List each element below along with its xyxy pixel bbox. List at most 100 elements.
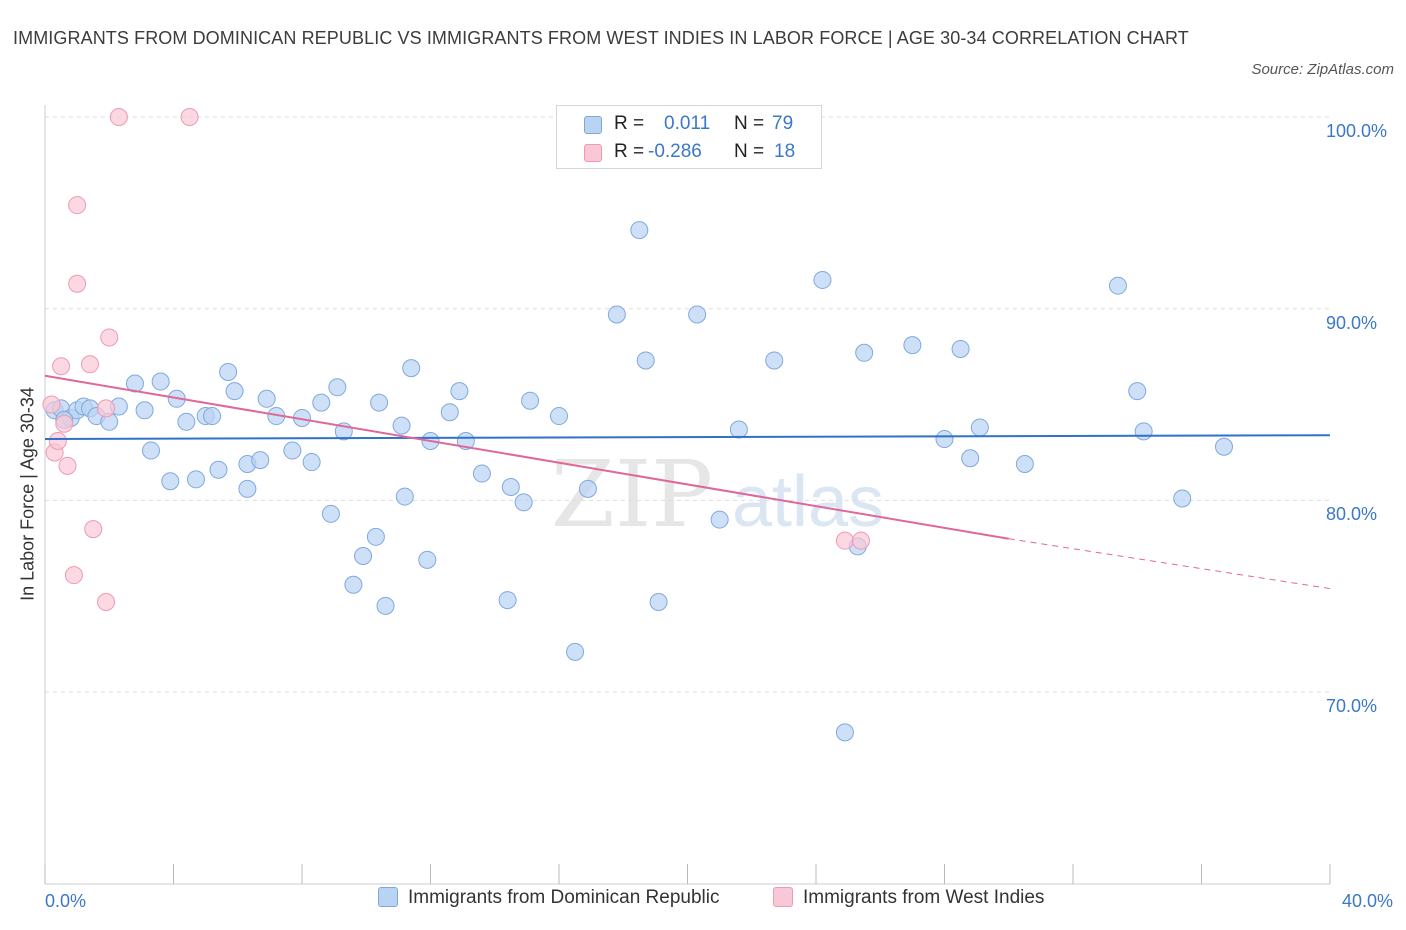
point-dominican (161, 472, 180, 491)
point-dominican (1015, 454, 1034, 473)
point-dominican (688, 305, 707, 324)
watermark: ZIP atlas (551, 441, 884, 548)
point-dominican (970, 418, 989, 437)
point-dominican (177, 412, 196, 431)
point-dominican (630, 221, 649, 240)
point-west-indies (68, 196, 87, 215)
y-tick-label: 70.0% (1326, 696, 1378, 717)
point-dominican (729, 420, 748, 439)
point-west-indies (64, 566, 83, 585)
point-west-indies (851, 531, 870, 550)
watermark-zip: ZIP (551, 441, 713, 548)
point-dominican (935, 430, 954, 449)
point-west-indies (100, 328, 119, 347)
x-tick-label-min: 0.0% (45, 891, 87, 911)
point-west-indies (84, 520, 103, 539)
point-west-indies (180, 108, 199, 126)
r-label: R = (614, 141, 645, 162)
n-value: 79 (772, 113, 794, 134)
axes (44, 105, 1331, 885)
point-west-indies (52, 357, 71, 376)
point-dominican (312, 393, 331, 412)
point-dominican (710, 510, 729, 529)
point-dominican (354, 546, 373, 565)
point-dominican (450, 382, 469, 401)
legend-item-dominican: Immigrants from Dominican Republic (378, 887, 720, 909)
point-dominican (550, 407, 568, 426)
data-points (42, 108, 1233, 742)
point-dominican (578, 479, 597, 498)
point-dominican (203, 407, 222, 426)
point-dominican (765, 351, 784, 370)
n-label: N = (734, 113, 765, 134)
point-dominican (135, 401, 154, 420)
point-dominican (209, 460, 228, 479)
point-west-indies (835, 531, 854, 550)
legend-swatch-pink (584, 144, 602, 162)
legend-series-name: Immigrants from West Indies (803, 887, 1045, 908)
point-west-indies (58, 456, 77, 475)
point-dominican (366, 527, 385, 546)
point-dominican (649, 593, 668, 612)
y-tick-label: 90.0% (1326, 312, 1378, 333)
chart-source: Source: ZipAtlas.com (1251, 61, 1394, 78)
point-dominican (370, 393, 389, 412)
point-dominican (1128, 382, 1147, 401)
point-dominican (402, 359, 421, 378)
point-dominican (328, 378, 347, 397)
point-dominican (440, 403, 459, 422)
point-dominican (376, 596, 395, 615)
chart-title: IMMIGRANTS FROM DOMINICAN REPUBLIC VS IM… (13, 28, 1189, 48)
point-dominican (835, 723, 854, 742)
point-dominican (219, 362, 238, 381)
grid-lines (45, 116, 1330, 693)
y-tick-label: 100.0% (1326, 121, 1388, 141)
legend-swatch-blue (584, 116, 602, 134)
point-west-indies (97, 399, 116, 418)
point-west-indies (42, 395, 61, 414)
point-west-indies (68, 274, 87, 293)
point-dominican (302, 453, 321, 472)
point-dominican (395, 487, 414, 506)
point-dominican (607, 305, 626, 324)
point-dominican (225, 382, 244, 401)
n-value: 18 (774, 141, 796, 162)
x-tick-label-max: 40.0% (1341, 891, 1393, 911)
correlation-legend: R = 0.011 N = 79 R = -0.286 N = 18 (556, 105, 822, 169)
legend-item-west-indies: Immigrants from West Indies (773, 887, 1044, 909)
point-dominican (636, 351, 655, 370)
point-dominican (392, 416, 411, 435)
point-dominican (283, 441, 302, 460)
legend-row-dominican: R = 0.011 N = 79 (557, 111, 821, 139)
point-dominican (142, 441, 161, 460)
point-dominican (186, 470, 205, 489)
point-dominican (251, 451, 270, 470)
point-dominican (903, 336, 922, 355)
point-dominican (501, 477, 520, 496)
point-dominican (566, 642, 585, 661)
point-dominican (257, 389, 276, 408)
point-dominican (1134, 422, 1153, 441)
point-west-indies (97, 593, 116, 612)
legend-row-west-indies: R = -0.286 N = 18 (557, 139, 821, 167)
point-dominican (472, 464, 491, 483)
point-dominican (951, 339, 970, 358)
n-label: N = (734, 141, 765, 162)
watermark-atlas: atlas (732, 462, 884, 542)
legend-swatch-blue (378, 887, 398, 907)
r-label: R = (614, 113, 645, 134)
point-dominican (418, 550, 437, 569)
y-axis-label: In Labor Force | Age 30-34 (17, 387, 38, 601)
r-value: -0.286 (648, 141, 702, 162)
point-dominican (238, 479, 257, 498)
point-dominican (1214, 437, 1233, 456)
r-value: 0.011 (664, 113, 711, 134)
point-west-indies (48, 431, 67, 450)
point-dominican (855, 343, 874, 362)
point-west-indies (109, 108, 128, 126)
trend-line-west-indies (44, 374, 1009, 540)
point-dominican (813, 270, 832, 289)
y-tick-label: 80.0% (1326, 504, 1378, 525)
point-dominican (321, 504, 340, 523)
